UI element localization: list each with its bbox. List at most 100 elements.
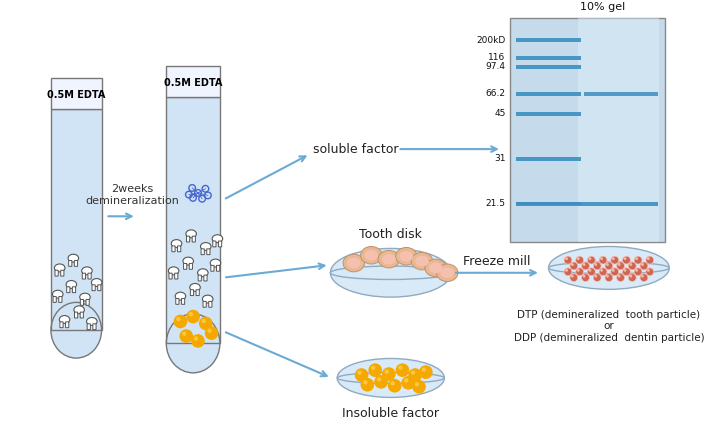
Circle shape [189, 312, 193, 317]
Text: 116: 116 [489, 54, 506, 63]
Circle shape [395, 363, 409, 377]
Bar [166, 97, 220, 343]
Circle shape [385, 369, 389, 374]
Circle shape [587, 268, 595, 276]
FancyBboxPatch shape [65, 322, 69, 328]
Circle shape [606, 275, 609, 278]
Text: 0.5M EDTA: 0.5M EDTA [164, 79, 222, 88]
FancyBboxPatch shape [201, 249, 204, 255]
Text: Freeze mill: Freeze mill [463, 254, 531, 268]
Text: 21.5: 21.5 [486, 199, 506, 208]
Circle shape [201, 319, 206, 323]
Circle shape [646, 256, 654, 264]
FancyBboxPatch shape [88, 273, 91, 279]
Circle shape [374, 375, 387, 389]
Circle shape [616, 274, 624, 281]
Circle shape [601, 257, 603, 260]
Ellipse shape [415, 256, 429, 266]
FancyBboxPatch shape [217, 266, 220, 271]
Circle shape [369, 363, 382, 377]
Ellipse shape [364, 250, 378, 260]
Circle shape [398, 366, 403, 370]
Bar [51, 109, 102, 330]
FancyBboxPatch shape [183, 263, 187, 269]
Circle shape [618, 263, 621, 266]
Text: 10% gel: 10% gel [580, 2, 626, 12]
Bar [516, 92, 582, 96]
Circle shape [634, 268, 642, 276]
FancyBboxPatch shape [169, 273, 172, 279]
FancyBboxPatch shape [68, 260, 72, 266]
FancyBboxPatch shape [74, 312, 78, 318]
Circle shape [588, 269, 591, 272]
Circle shape [640, 274, 648, 281]
Ellipse shape [378, 251, 400, 268]
FancyBboxPatch shape [92, 285, 95, 291]
Circle shape [588, 257, 591, 260]
Circle shape [641, 263, 644, 266]
Bar [510, 18, 665, 242]
Circle shape [564, 268, 572, 276]
Circle shape [647, 269, 650, 272]
Ellipse shape [74, 306, 84, 314]
Ellipse shape [347, 258, 361, 269]
Circle shape [564, 256, 572, 264]
Circle shape [582, 262, 590, 270]
FancyBboxPatch shape [196, 290, 199, 296]
FancyBboxPatch shape [82, 273, 86, 279]
Ellipse shape [212, 235, 222, 243]
Ellipse shape [183, 257, 193, 265]
Ellipse shape [361, 247, 382, 264]
Ellipse shape [382, 254, 395, 265]
Ellipse shape [436, 264, 458, 281]
Circle shape [647, 257, 650, 260]
Circle shape [605, 262, 613, 270]
Ellipse shape [68, 254, 79, 262]
Circle shape [606, 263, 609, 266]
FancyBboxPatch shape [192, 236, 196, 242]
Circle shape [635, 269, 638, 272]
Bar [516, 38, 582, 42]
FancyBboxPatch shape [177, 246, 181, 252]
FancyBboxPatch shape [87, 324, 90, 329]
Circle shape [570, 274, 578, 281]
FancyBboxPatch shape [59, 296, 62, 302]
FancyBboxPatch shape [67, 287, 70, 293]
Ellipse shape [81, 267, 92, 275]
Ellipse shape [172, 240, 182, 248]
Text: Insoluble factor: Insoluble factor [342, 407, 439, 420]
Ellipse shape [202, 295, 213, 303]
FancyBboxPatch shape [206, 249, 210, 255]
Ellipse shape [441, 267, 454, 278]
Circle shape [404, 378, 409, 383]
Circle shape [624, 269, 627, 272]
Ellipse shape [55, 264, 65, 272]
FancyBboxPatch shape [172, 246, 175, 252]
Circle shape [640, 262, 648, 270]
Circle shape [387, 379, 401, 393]
Bar [166, 97, 220, 343]
Circle shape [565, 257, 568, 260]
Ellipse shape [549, 247, 670, 289]
Circle shape [630, 275, 632, 278]
Circle shape [390, 381, 395, 386]
FancyBboxPatch shape [182, 299, 185, 304]
Ellipse shape [169, 267, 179, 275]
FancyBboxPatch shape [93, 324, 96, 329]
Circle shape [622, 268, 630, 276]
Ellipse shape [52, 290, 63, 298]
FancyBboxPatch shape [186, 236, 190, 242]
Text: 45: 45 [494, 109, 506, 118]
FancyBboxPatch shape [60, 270, 64, 276]
Circle shape [634, 256, 642, 264]
Bar [578, 18, 659, 242]
Circle shape [599, 256, 607, 264]
Circle shape [611, 268, 619, 276]
Text: 66.2: 66.2 [486, 89, 506, 98]
Bar [51, 78, 102, 109]
Circle shape [630, 263, 632, 266]
Circle shape [186, 310, 200, 323]
Circle shape [371, 366, 375, 370]
Ellipse shape [411, 252, 433, 270]
Circle shape [361, 378, 374, 392]
